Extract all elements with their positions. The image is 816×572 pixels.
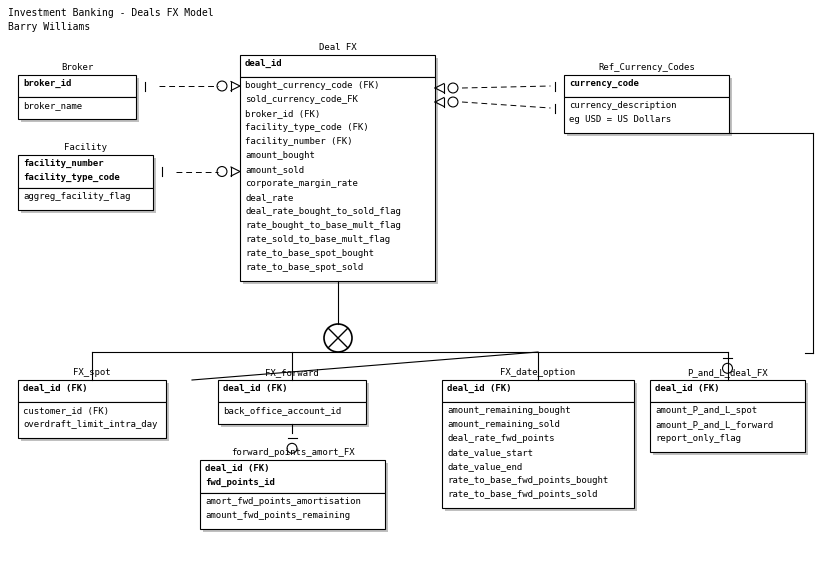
- Text: deal_id (FK): deal_id (FK): [23, 384, 87, 393]
- Text: forward_points_amort_FX: forward_points_amort_FX: [231, 448, 354, 457]
- Text: rate_bought_to_base_mult_flag: rate_bought_to_base_mult_flag: [245, 221, 401, 230]
- Text: Deal FX: Deal FX: [319, 43, 357, 52]
- FancyBboxPatch shape: [650, 380, 805, 402]
- Text: amount_P_and_L_forward: amount_P_and_L_forward: [655, 420, 774, 429]
- Text: amount_fwd_points_remaining: amount_fwd_points_remaining: [205, 511, 350, 520]
- Text: sold_currency_code_FK: sold_currency_code_FK: [245, 95, 358, 104]
- FancyBboxPatch shape: [21, 158, 156, 213]
- Text: corporate_margin_rate: corporate_margin_rate: [245, 179, 358, 188]
- Text: amount_P_and_L_spot: amount_P_and_L_spot: [655, 406, 757, 415]
- Text: deal_rate: deal_rate: [245, 193, 294, 202]
- Text: amount_sold: amount_sold: [245, 165, 304, 174]
- FancyBboxPatch shape: [21, 78, 139, 122]
- Text: eg USD = US Dollars: eg USD = US Dollars: [569, 115, 671, 124]
- Text: rate_to_base_spot_bought: rate_to_base_spot_bought: [245, 249, 374, 258]
- Text: facility_number: facility_number: [23, 159, 104, 168]
- FancyBboxPatch shape: [445, 383, 637, 511]
- Text: Facility: Facility: [64, 143, 107, 152]
- FancyBboxPatch shape: [21, 383, 169, 441]
- Text: facility_type_code: facility_type_code: [23, 173, 120, 182]
- Text: FX_forward: FX_forward: [265, 368, 319, 377]
- Text: amount_bought: amount_bought: [245, 151, 315, 160]
- Text: rate_to_base_spot_sold: rate_to_base_spot_sold: [245, 263, 363, 272]
- Text: amount_remaining_sold: amount_remaining_sold: [447, 420, 560, 429]
- Text: deal_id (FK): deal_id (FK): [655, 384, 720, 393]
- Text: Broker: Broker: [61, 63, 93, 72]
- FancyBboxPatch shape: [650, 402, 805, 452]
- FancyBboxPatch shape: [240, 55, 435, 77]
- Text: broker_id: broker_id: [23, 79, 71, 88]
- Text: deal_id: deal_id: [245, 59, 282, 68]
- FancyBboxPatch shape: [240, 77, 435, 281]
- Text: date_value_start: date_value_start: [447, 448, 533, 457]
- Text: deal_id (FK): deal_id (FK): [223, 384, 287, 393]
- Text: fwd_points_id: fwd_points_id: [205, 478, 275, 487]
- Text: Barry Williams: Barry Williams: [8, 22, 91, 32]
- Text: Investment Banking - Deals FX Model: Investment Banking - Deals FX Model: [8, 8, 214, 18]
- Text: deal_id (FK): deal_id (FK): [447, 384, 512, 393]
- FancyBboxPatch shape: [218, 402, 366, 424]
- Text: rate_to_base_fwd_points_sold: rate_to_base_fwd_points_sold: [447, 490, 597, 499]
- FancyBboxPatch shape: [18, 75, 136, 97]
- Text: amount_remaining_bought: amount_remaining_bought: [447, 406, 570, 415]
- Text: rate_to_base_fwd_points_bought: rate_to_base_fwd_points_bought: [447, 476, 608, 485]
- Text: rate_sold_to_base_mult_flag: rate_sold_to_base_mult_flag: [245, 235, 390, 244]
- Text: P_and_L_deal_FX: P_and_L_deal_FX: [687, 368, 768, 377]
- FancyBboxPatch shape: [442, 380, 634, 402]
- Text: FX_date_option: FX_date_option: [500, 368, 575, 377]
- FancyBboxPatch shape: [18, 155, 153, 188]
- FancyBboxPatch shape: [203, 463, 388, 532]
- Text: currency_description: currency_description: [569, 101, 676, 110]
- FancyBboxPatch shape: [653, 383, 808, 455]
- Text: facility_number (FK): facility_number (FK): [245, 137, 353, 146]
- FancyBboxPatch shape: [18, 380, 166, 402]
- Text: date_value_end: date_value_end: [447, 462, 522, 471]
- Text: overdraft_limit_intra_day: overdraft_limit_intra_day: [23, 420, 157, 429]
- Text: currency_code: currency_code: [569, 79, 639, 88]
- Text: broker_id (FK): broker_id (FK): [245, 109, 320, 118]
- FancyBboxPatch shape: [567, 78, 732, 136]
- FancyBboxPatch shape: [18, 97, 136, 119]
- Text: aggreg_facility_flag: aggreg_facility_flag: [23, 192, 131, 201]
- Text: facility_type_code (FK): facility_type_code (FK): [245, 123, 369, 132]
- FancyBboxPatch shape: [218, 380, 366, 402]
- Text: report_only_flag: report_only_flag: [655, 434, 741, 443]
- Text: deal_rate_bought_to_sold_flag: deal_rate_bought_to_sold_flag: [245, 207, 401, 216]
- Text: deal_rate_fwd_points: deal_rate_fwd_points: [447, 434, 555, 443]
- Text: bought_currency_code (FK): bought_currency_code (FK): [245, 81, 379, 90]
- Text: amort_fwd_points_amortisation: amort_fwd_points_amortisation: [205, 497, 361, 506]
- FancyBboxPatch shape: [18, 402, 166, 438]
- Text: customer_id (FK): customer_id (FK): [23, 406, 109, 415]
- FancyBboxPatch shape: [564, 75, 729, 97]
- FancyBboxPatch shape: [18, 188, 153, 210]
- Text: FX_spot: FX_spot: [73, 368, 111, 377]
- FancyBboxPatch shape: [442, 402, 634, 508]
- Text: Ref_Currency_Codes: Ref_Currency_Codes: [598, 63, 695, 72]
- Text: broker_name: broker_name: [23, 101, 82, 110]
- FancyBboxPatch shape: [243, 58, 438, 284]
- Text: deal_id (FK): deal_id (FK): [205, 464, 269, 473]
- Text: back_office_account_id: back_office_account_id: [223, 406, 341, 415]
- FancyBboxPatch shape: [200, 460, 385, 493]
- FancyBboxPatch shape: [221, 383, 369, 427]
- FancyBboxPatch shape: [200, 493, 385, 529]
- FancyBboxPatch shape: [564, 97, 729, 133]
